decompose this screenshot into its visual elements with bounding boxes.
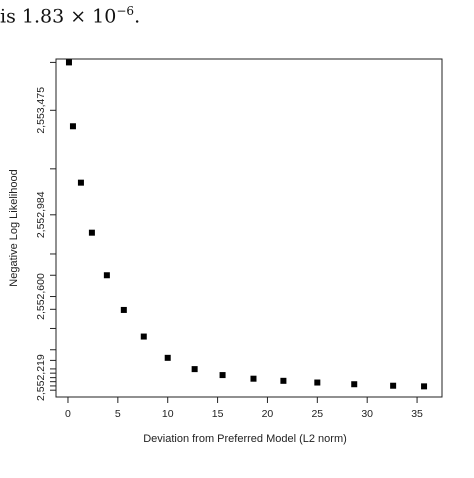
x-tick-label: 10 <box>162 408 174 420</box>
x-tick-label: 0 <box>65 408 71 420</box>
data-point <box>103 272 110 279</box>
x-tick-label: 15 <box>212 408 224 420</box>
top-text-line: is 1.83 × 10−6. <box>0 4 140 27</box>
y-axis: 2,552,219 2,552,600 2,552,984 2,553,475 <box>35 61 56 401</box>
data-point <box>77 179 84 186</box>
y-tick-label: 2,552,984 <box>35 191 47 238</box>
data-point <box>351 381 358 388</box>
x-tick-label: 25 <box>311 408 323 420</box>
x-tick-label: 30 <box>361 408 373 420</box>
x-tick-label: 35 <box>411 408 423 420</box>
top-text-suffix: . <box>134 5 141 28</box>
x-tick-label: 5 <box>115 408 121 420</box>
y-tick-label: 2,552,600 <box>35 273 47 320</box>
x-axis-label: Deviation from Preferred Model (L2 norm) <box>143 433 347 445</box>
top-text-exponent: −6 <box>116 4 135 18</box>
top-text-prefix: is 1.83 × 10 <box>0 5 117 28</box>
x-tick-label: 20 <box>262 408 274 420</box>
x-axis: 0 5 10 15 20 25 30 35 <box>65 397 423 420</box>
y-tick-label: 2,553,475 <box>35 87 47 134</box>
data-point <box>120 306 127 313</box>
data-point <box>314 379 321 386</box>
data-point <box>280 377 287 384</box>
data-point <box>390 382 397 389</box>
data-point <box>69 123 76 130</box>
y-axis-label: Negative Log Likelihood <box>8 169 20 286</box>
data-point <box>65 59 72 66</box>
y-tick-label: 2,552,219 <box>35 354 47 401</box>
data-point <box>191 366 198 373</box>
data-point <box>219 372 226 379</box>
data-point <box>140 333 147 340</box>
data-point <box>88 229 95 236</box>
data-point <box>421 383 428 390</box>
plot-frame <box>55 58 443 398</box>
data-points <box>65 59 428 390</box>
data-point <box>250 375 257 382</box>
data-point <box>164 354 171 361</box>
